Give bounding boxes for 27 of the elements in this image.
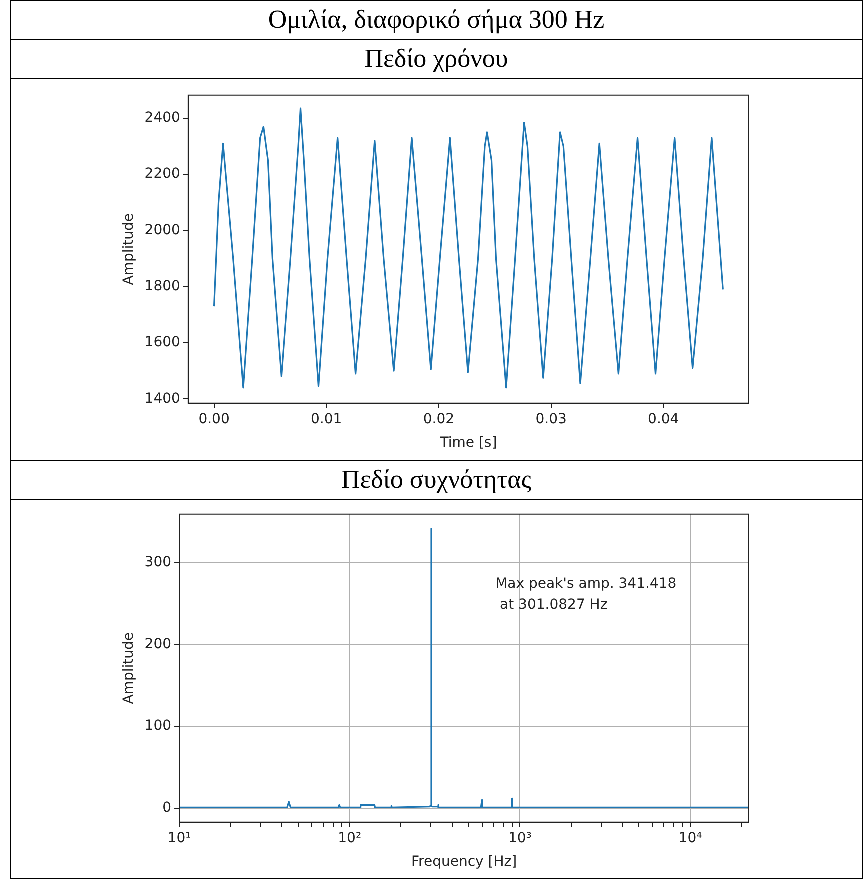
y-tick-label: 2400: [144, 110, 180, 126]
y-axis-title: Amplitude: [120, 213, 137, 285]
y-tick-label: 2200: [144, 166, 180, 182]
x-tick-label: 0.03: [535, 410, 566, 427]
x-tick-label: 0.00: [198, 410, 230, 427]
y-tick-label: 1600: [144, 334, 180, 350]
y-tick-label: 1800: [144, 278, 180, 294]
x-tick-label: 0.04: [648, 410, 679, 427]
y-tick-label: 200: [144, 636, 172, 652]
y-axis-title: Amplitude: [120, 632, 137, 704]
x-axis-title: Frequency [Hz]: [410, 854, 517, 870]
x-tick-label: 10⁴: [678, 830, 702, 846]
chart-title: Πεδίο συχνότητας: [10, 460, 862, 500]
y-tick-label: 2000: [144, 222, 180, 238]
y-tick-label: 300: [144, 554, 172, 570]
x-axis-title: Time [s]: [438, 434, 497, 451]
x-tick-label: 10³: [508, 830, 532, 846]
chart-subtitle: Πεδίο χρόνου: [10, 40, 862, 78]
y-tick-label: 100: [144, 718, 172, 734]
x-tick-label: 10²: [338, 830, 362, 846]
chart-title: Ομιλία, διαφορικό σήμα 300 Hz: [10, 0, 862, 40]
x-tick-label: 10¹: [167, 830, 191, 846]
x-tick-label: 0.01: [310, 410, 342, 427]
annotation: Max peak's amp. 341.418 at 301.0827 Hz: [495, 576, 676, 614]
y-tick-label: 1400: [144, 390, 180, 406]
x-tick-label: 0.02: [422, 410, 454, 427]
y-tick-label: 0: [162, 800, 172, 816]
